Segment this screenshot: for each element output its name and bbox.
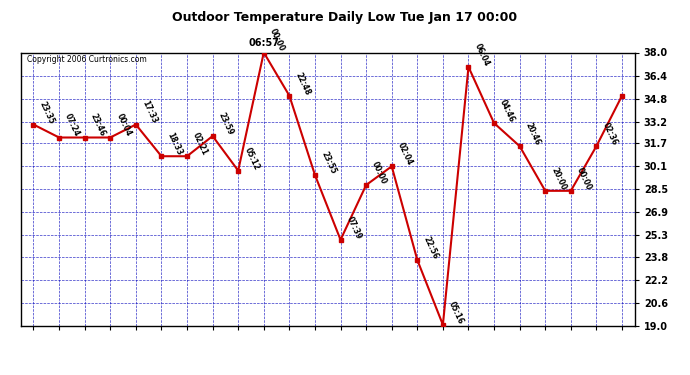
- Text: 00:00: 00:00: [268, 27, 286, 53]
- Text: 07:39: 07:39: [345, 214, 363, 240]
- Text: 01/10: 01/10: [464, 334, 473, 360]
- Text: 20:00: 20:00: [549, 166, 568, 191]
- Text: 17:33: 17:33: [140, 99, 159, 125]
- Text: 01/05: 01/05: [336, 334, 345, 360]
- Text: 12/24: 12/24: [29, 334, 38, 360]
- Text: 12/26: 12/26: [80, 334, 89, 360]
- Text: 02:36: 02:36: [600, 121, 619, 147]
- Text: 05:16: 05:16: [447, 300, 465, 326]
- Text: 12/28: 12/28: [131, 334, 140, 360]
- Text: 23:55: 23:55: [319, 150, 337, 176]
- Text: 00:04: 00:04: [115, 112, 132, 138]
- Text: 18:33: 18:33: [166, 131, 184, 157]
- Text: 02:04: 02:04: [396, 141, 414, 167]
- Text: 01/09: 01/09: [438, 334, 447, 360]
- Text: 23:35: 23:35: [38, 100, 56, 125]
- Text: 23:46: 23:46: [89, 112, 107, 138]
- Text: 01/14: 01/14: [566, 334, 575, 360]
- Text: 22:48: 22:48: [293, 70, 312, 96]
- Text: 22:56: 22:56: [422, 235, 440, 261]
- Text: 23:59: 23:59: [217, 111, 235, 136]
- Text: 12/30: 12/30: [183, 334, 192, 360]
- Text: 04:46: 04:46: [498, 98, 517, 124]
- Text: Outdoor Temperature Daily Low Tue Jan 17 00:00: Outdoor Temperature Daily Low Tue Jan 17…: [172, 11, 518, 24]
- Text: 01/02: 01/02: [259, 334, 268, 360]
- Text: 01/03: 01/03: [285, 334, 294, 360]
- Text: 01/15: 01/15: [592, 334, 601, 360]
- Text: 01/04: 01/04: [310, 334, 319, 360]
- Text: 12/31: 12/31: [208, 334, 217, 360]
- Text: Copyright 2006 Curtronics.com: Copyright 2006 Curtronics.com: [27, 55, 146, 64]
- Text: 01/11: 01/11: [490, 334, 499, 360]
- Text: 12/25: 12/25: [55, 334, 63, 360]
- Text: 01/12: 01/12: [515, 334, 524, 360]
- Text: 00:00: 00:00: [575, 166, 593, 191]
- Text: 05:12: 05:12: [242, 146, 261, 171]
- Text: 02:21: 02:21: [191, 131, 210, 157]
- Text: 01/08: 01/08: [413, 334, 422, 360]
- Text: 00:00: 00:00: [371, 160, 388, 186]
- Text: 01/06: 01/06: [362, 334, 371, 360]
- Text: 20:46: 20:46: [524, 121, 542, 147]
- Text: 01/13: 01/13: [541, 334, 550, 360]
- Text: 01/01: 01/01: [234, 334, 243, 360]
- Text: 06:04: 06:04: [473, 42, 491, 68]
- Text: 12/29: 12/29: [157, 334, 166, 360]
- Text: 01/16: 01/16: [618, 334, 627, 360]
- Text: 01/07: 01/07: [387, 334, 396, 360]
- Text: 06:57: 06:57: [248, 38, 279, 48]
- Text: 12/27: 12/27: [106, 334, 115, 360]
- Text: 07:24: 07:24: [63, 112, 81, 138]
